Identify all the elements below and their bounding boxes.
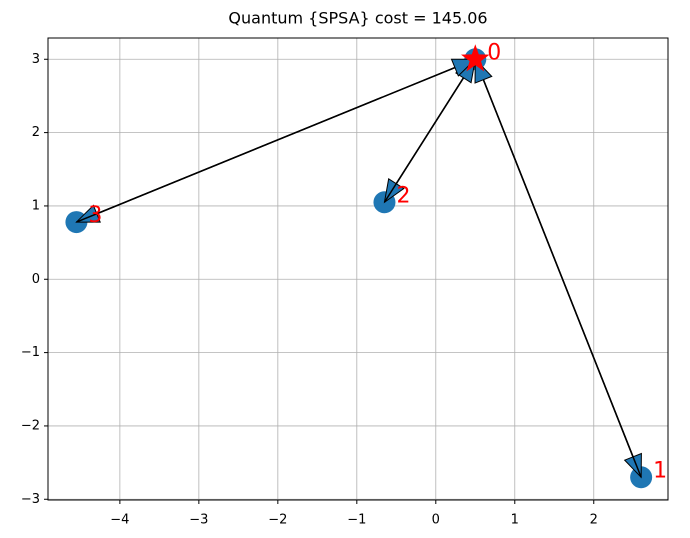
arrow-shaft bbox=[482, 79, 642, 478]
point-label: 1 bbox=[653, 458, 667, 483]
point-label: 3 bbox=[88, 203, 102, 228]
x-tick-label: −4 bbox=[110, 513, 129, 528]
x-tick-label: 2 bbox=[590, 513, 598, 528]
y-tick-label: 2 bbox=[32, 125, 40, 140]
arrow-shaft bbox=[76, 66, 456, 223]
arrow bbox=[383, 58, 476, 203]
plot-frame bbox=[47, 37, 669, 501]
y-tick-label: −3 bbox=[21, 492, 40, 507]
y-tick-label: 3 bbox=[32, 52, 40, 67]
chart-title: Quantum {SPSA} cost = 145.06 bbox=[228, 9, 487, 28]
x-tick-label: 0 bbox=[432, 513, 440, 528]
y-tick-label: −2 bbox=[21, 418, 40, 433]
x-tick-label: −3 bbox=[189, 513, 208, 528]
point-label: 0 bbox=[487, 40, 501, 65]
point-label: 2 bbox=[396, 183, 410, 208]
highlight-star bbox=[461, 44, 490, 72]
x-tick-label: −2 bbox=[268, 513, 287, 528]
arrow-shaft bbox=[383, 77, 465, 203]
arrow bbox=[76, 58, 477, 223]
x-tick-label: −1 bbox=[347, 513, 366, 528]
arrow bbox=[474, 58, 642, 478]
y-tick-label: 0 bbox=[32, 272, 40, 287]
x-tick-label: 1 bbox=[511, 513, 519, 528]
y-tick-label: −1 bbox=[21, 345, 40, 360]
y-tick-label: 1 bbox=[32, 198, 40, 213]
